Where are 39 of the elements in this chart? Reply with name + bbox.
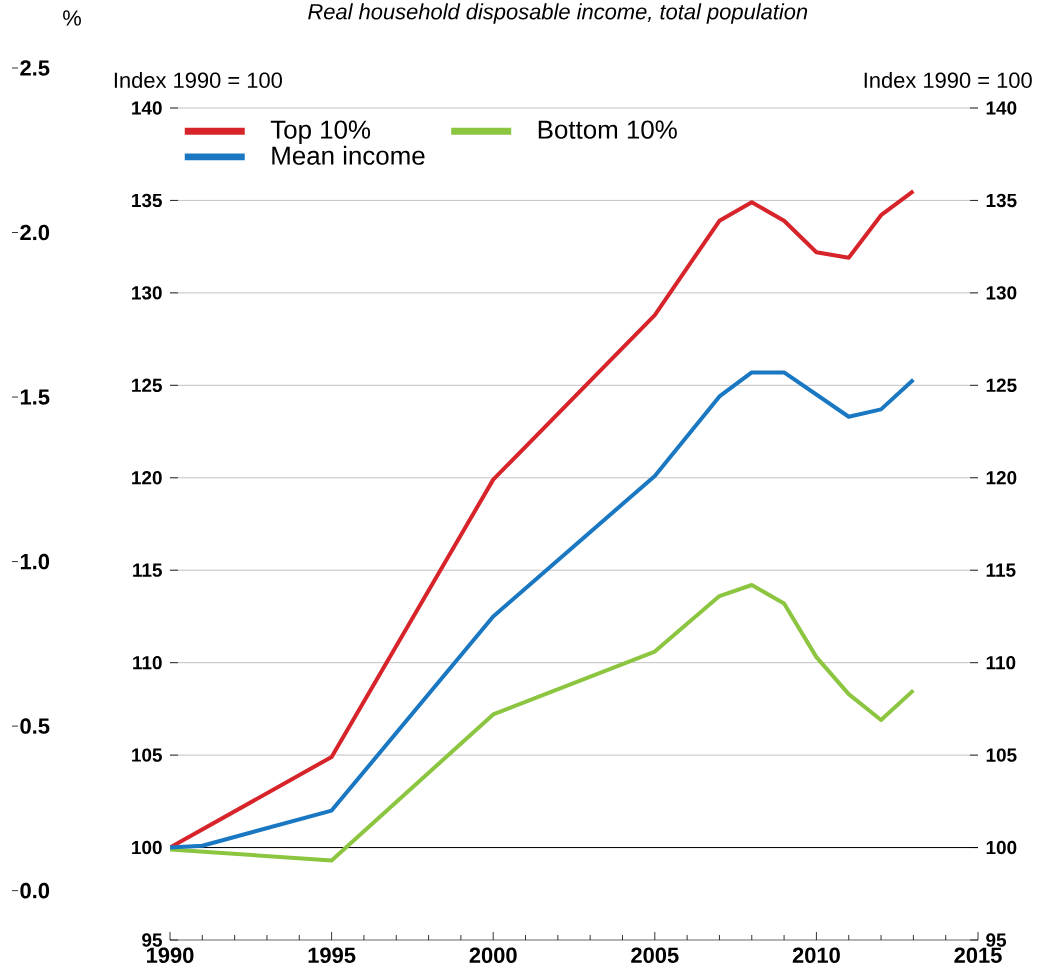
y3-axis-title: %: [63, 10, 81, 26]
y-tick-label: 120: [132, 471, 162, 485]
y2-tick-label: 140: [986, 101, 1017, 115]
legend-label: Mean income: [272, 145, 425, 165]
y2-tick-label: 100: [986, 840, 1017, 855]
y3-tick-label: 1.5: [20, 389, 50, 405]
x-tick-label: 2005: [631, 947, 679, 964]
y-tick-label: 140: [132, 101, 162, 115]
x-tick-label: 2010: [792, 947, 840, 964]
y2-tick-label: 95: [986, 933, 1007, 947]
legend-label: Top 10%: [270, 120, 371, 144]
y2-tick-label: 135: [986, 193, 1017, 208]
y3-tick-label: 2.5: [20, 60, 50, 76]
y-tick-label: 115: [133, 563, 162, 577]
y2-tick-label: 115: [986, 563, 1016, 577]
y2-tick-label: 125: [986, 378, 1017, 393]
y3-tick-label: 0.0: [20, 882, 50, 899]
y-tick-label: 105: [132, 748, 162, 762]
y-axis-title: Index 1990 = 100: [114, 71, 282, 89]
y-tick-label: 130: [132, 286, 162, 300]
x-tick-label: 2000: [469, 947, 517, 964]
y-tick-label: 110: [133, 655, 162, 670]
x-tick-label: 1995: [308, 947, 356, 964]
y2-tick-label: 105: [986, 748, 1017, 762]
legend-label: Bottom 10%: [538, 120, 677, 139]
y2-axis-title: Index 1990 = 100: [864, 71, 1032, 89]
x-tick-label: 2015: [954, 947, 1002, 964]
y3-tick-label: 0.5: [20, 718, 50, 734]
y-tick-label: 95: [142, 933, 162, 947]
y2-tick-label: 110: [986, 655, 1016, 670]
y-tick-label: 100: [132, 840, 162, 855]
y2-tick-label: 120: [986, 471, 1017, 485]
y2-tick-label: 130: [986, 286, 1017, 300]
chart-title: Real household disposable income, total population: [308, 3, 808, 24]
y3-tick-label: 1.0: [20, 553, 50, 570]
y-tick-label: 125: [132, 378, 162, 393]
y-tick-label: 135: [132, 193, 162, 208]
x-tick-label: 1990: [147, 947, 194, 964]
y3-tick-label: 2.0: [20, 224, 50, 241]
